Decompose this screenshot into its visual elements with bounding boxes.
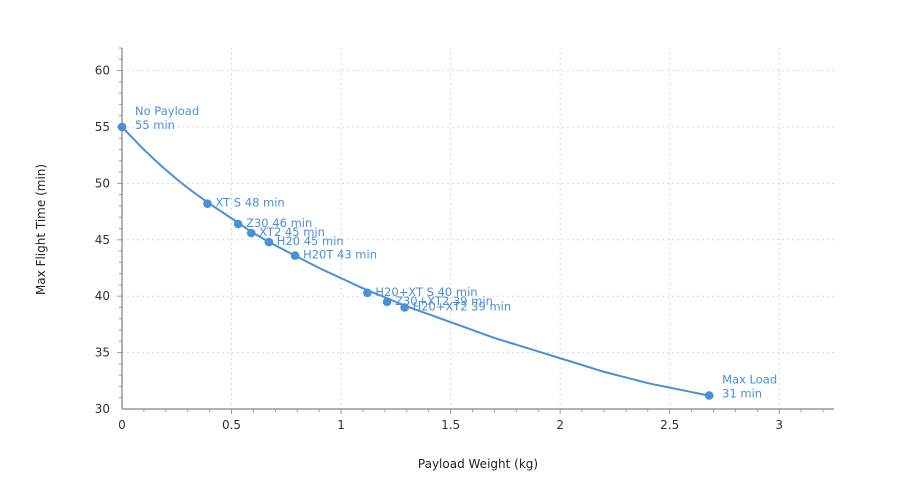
tick-labels: 0 0.5 1 1.5 2 2.5 3 30 35 40 45 50 55 60 [95,64,783,432]
x-tick-label: 1.5 [441,418,460,432]
flight-time-curve [121,126,714,398]
data-point-label: H20+XT2 39 min [413,299,512,313]
data-point [704,391,714,400]
grid [122,48,834,409]
data-point-label: XT2 45 min [259,225,325,239]
data-point-label: No Payload [135,104,199,118]
data-point [203,199,212,208]
axes [117,47,834,414]
data-point [290,251,300,260]
x-tick-label: 2.5 [660,418,679,432]
y-tick-label: 40 [95,289,110,303]
x-tick-label: 1 [337,418,345,432]
data-point-label: H20+XT S 40 min [375,285,477,299]
data-point [382,297,392,307]
x-tick-label: 2 [556,418,564,432]
data-point [233,219,243,229]
y-tick-label: 50 [95,176,110,190]
data-point-label: 55 min [135,118,175,132]
data-point-label: Z30+XT2 39 min [395,294,493,308]
x-tick-label: 3 [775,418,783,432]
y-tick-label: 60 [95,64,110,78]
data-point [246,228,256,238]
data-point [117,122,127,132]
y-tick-label: 35 [95,346,110,360]
data-point-label: H20 45 min [277,234,344,248]
x-axis-title: Payload Weight (kg) [418,457,538,471]
data-point [264,237,274,247]
data-point-label: XT S 48 min [215,196,284,210]
data-point [363,288,372,298]
y-axis-title: Max Flight Time (min) [34,164,48,295]
y-tick-label: 55 [95,120,110,134]
data-point-label: 31 min [722,386,762,400]
data-point-label: Z30 46 min [246,216,312,230]
data-point-label: H20T 43 min [303,248,377,262]
x-tick-label: 0 [118,418,126,432]
data-point-label: Max Load [722,372,777,386]
data-point [400,303,409,312]
y-tick-label: 45 [95,233,110,247]
y-tick-label: 30 [95,402,110,416]
x-tick-label: 0.5 [222,418,241,432]
